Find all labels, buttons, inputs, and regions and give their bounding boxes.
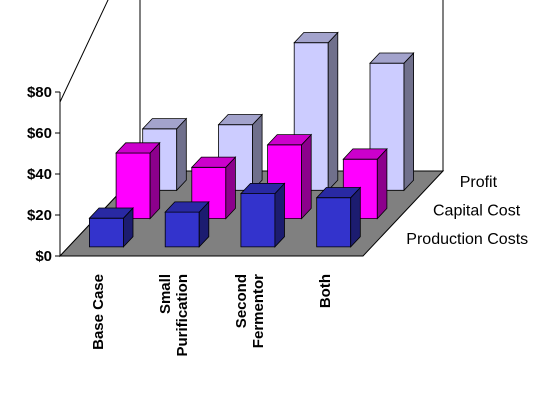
bar-production-costs-1	[164, 200, 210, 248]
svg-text:Base Case: Base Case	[90, 274, 107, 350]
x-category-label-0: Base Case	[90, 274, 107, 350]
x-axis-category-labels: Base Case SmallPurification SecondFermento…	[90, 274, 334, 357]
y-tick-label: $40	[27, 166, 52, 183]
bar-production-costs-2	[239, 182, 286, 248]
x-category-label-1: SmallPurification	[157, 274, 191, 357]
series-label-production-costs: Production Costs	[406, 231, 528, 248]
y-tick-label: $20	[27, 207, 52, 224]
bar-production-costs-0	[88, 206, 134, 248]
x-category-label-2: SecondFermentor	[233, 274, 267, 348]
y-axis-tick-labels: $0 $20 $40 $60 $80	[27, 84, 61, 265]
series-label-profit: Profit	[460, 174, 498, 191]
y-tick-label: $0	[35, 248, 52, 265]
y-tick-label: $60	[27, 125, 52, 142]
series-label-capital-cost: Capital Cost	[433, 203, 521, 220]
svg-text:SmallPurification: SmallPurification	[157, 274, 191, 357]
svg-text:SecondFermentor: SecondFermentor	[233, 274, 267, 348]
chart-bars	[88, 31, 415, 248]
y-tick-label: $80	[27, 84, 52, 101]
x-category-label-3: Both	[317, 274, 334, 308]
bar-production-costs-3	[315, 186, 362, 248]
bar-capital-cost-0	[115, 141, 161, 220]
series-depth-labels: Production Costs Capital Cost Profit	[406, 174, 528, 248]
svg-text:Both: Both	[317, 274, 334, 308]
